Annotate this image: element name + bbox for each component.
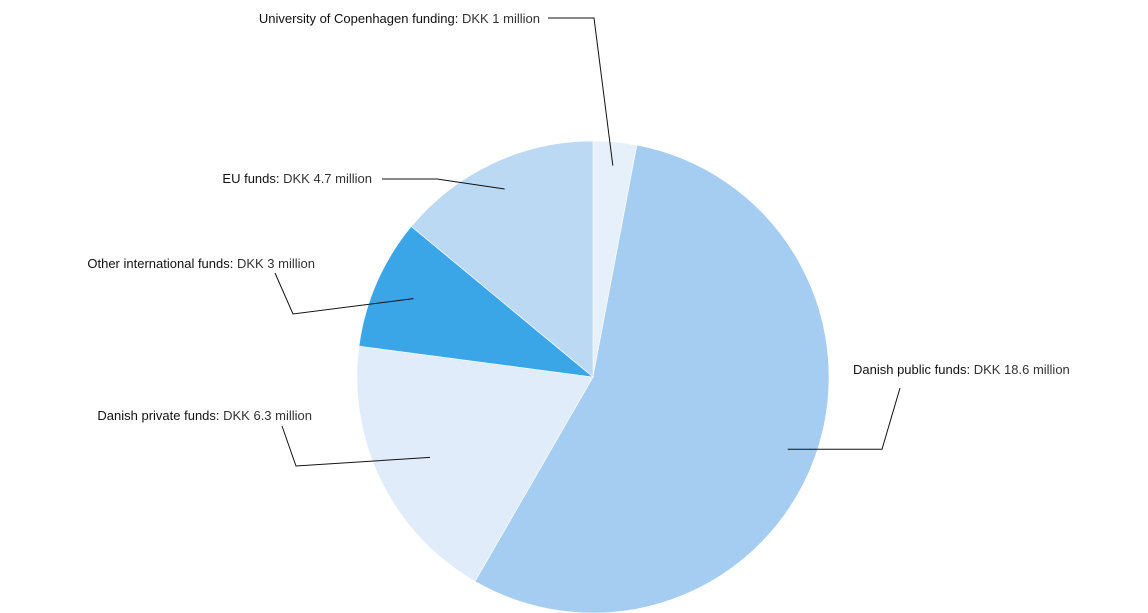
pie-slice-eu-funds xyxy=(410,140,594,378)
slice-label-value: DKK 3 million xyxy=(237,256,315,271)
leader-line-danish-public-funds xyxy=(787,387,901,450)
slice-label-name: Danish public funds: xyxy=(853,362,974,377)
slice-label-name: University of Copenhagen funding: xyxy=(259,11,462,26)
slice-label-other-international-funds: Other international funds: DKK 3 million xyxy=(87,256,315,271)
pie-slice-other-international-funds xyxy=(358,226,594,378)
slice-labels: University of Copenhagen funding: DKK 1 … xyxy=(87,11,1069,423)
leader-line-other-international-funds xyxy=(274,272,414,315)
slice-label-danish-private-funds: Danish private funds: DKK 6.3 million xyxy=(97,408,312,423)
slice-label-university-of-copenhagen-funding: University of Copenhagen funding: DKK 1 … xyxy=(259,11,540,26)
slice-label-value: DKK 6.3 million xyxy=(223,408,312,423)
leader-line-university-of-copenhagen-funding xyxy=(548,17,614,166)
slice-label-value: DKK 18.6 million xyxy=(974,362,1070,377)
slice-label-danish-public-funds: Danish public funds: DKK 18.6 million xyxy=(853,362,1070,377)
leader-line-eu-funds xyxy=(382,178,505,190)
pie-slices xyxy=(356,140,830,613)
slice-label-value: DKK 4.7 million xyxy=(283,171,372,186)
pie-slice-danish-private-funds xyxy=(356,345,594,582)
slice-label-name: Other international funds: xyxy=(87,256,237,271)
slice-label-eu-funds: EU funds: DKK 4.7 million xyxy=(222,171,372,186)
slice-label-name: EU funds: xyxy=(222,171,283,186)
leader-line-danish-private-funds xyxy=(281,425,431,467)
slice-label-name: Danish private funds: xyxy=(97,408,223,423)
slice-label-value: DKK 1 million xyxy=(462,11,540,26)
leader-lines xyxy=(274,17,901,467)
